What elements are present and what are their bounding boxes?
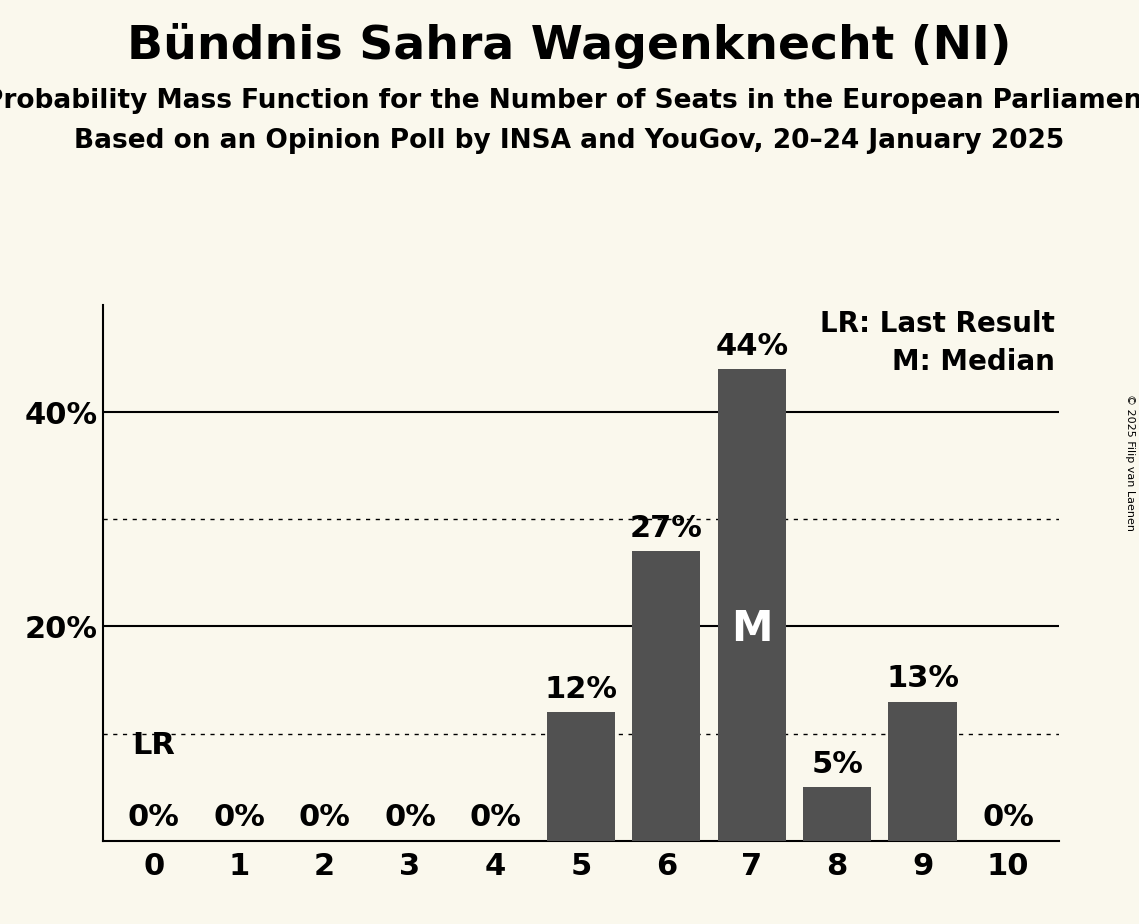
Text: LR: LR [132,732,175,760]
Text: 0%: 0% [298,803,351,833]
Text: Bündnis Sahra Wagenknecht (NI): Bündnis Sahra Wagenknecht (NI) [128,23,1011,69]
Text: 0%: 0% [982,803,1034,833]
Text: M: M [731,608,772,650]
Text: 0%: 0% [469,803,522,833]
Bar [888,701,957,841]
Text: 44%: 44% [715,332,788,360]
Bar [718,370,786,841]
Text: LR: Last Result: LR: Last Result [820,310,1055,338]
Bar [632,552,700,841]
Text: M: Median: M: Median [892,347,1055,376]
Text: © 2025 Filip van Laenen: © 2025 Filip van Laenen [1125,394,1134,530]
Text: Probability Mass Function for the Number of Seats in the European Parliament: Probability Mass Function for the Number… [0,88,1139,114]
Bar [803,787,871,841]
Text: 12%: 12% [544,675,617,704]
Text: 27%: 27% [630,514,703,543]
Text: 0%: 0% [128,803,180,833]
Text: Based on an Opinion Poll by INSA and YouGov, 20–24 January 2025: Based on an Opinion Poll by INSA and You… [74,128,1065,153]
Text: 0%: 0% [213,803,265,833]
Bar [547,712,615,841]
Text: 13%: 13% [886,664,959,693]
Text: 0%: 0% [384,803,436,833]
Text: 5%: 5% [811,749,863,779]
